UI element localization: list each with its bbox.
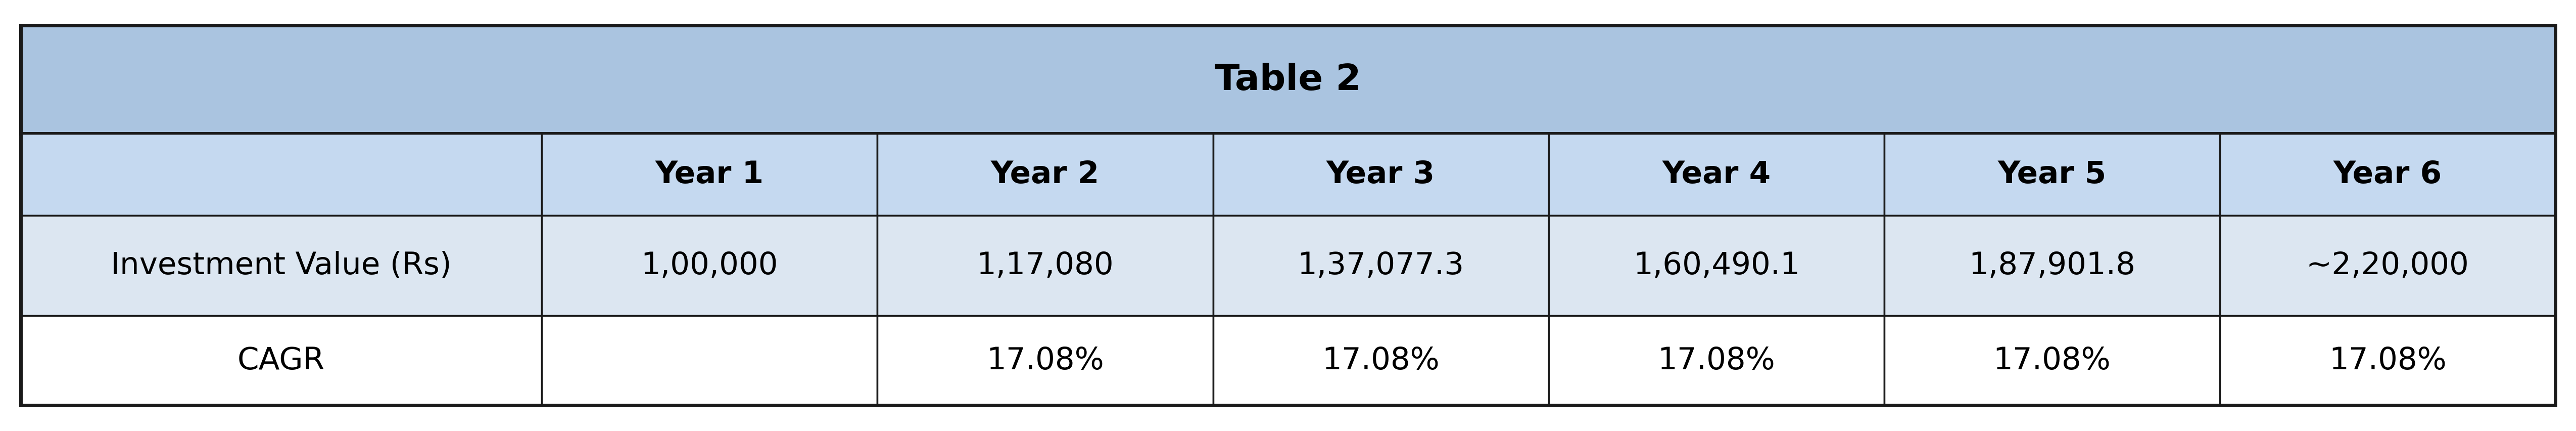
Bar	[1548, 316, 1883, 405]
Text: Year 6: Year 6	[2334, 160, 2442, 190]
Bar	[21, 26, 2555, 405]
Text: 1,00,000: 1,00,000	[641, 251, 778, 281]
Bar	[21, 316, 541, 405]
Text: 1,60,490.1: 1,60,490.1	[1633, 251, 1801, 281]
Text: Table 2: Table 2	[1216, 62, 1360, 97]
Text: Year 5: Year 5	[1996, 160, 2107, 190]
Text: 1,87,901.8: 1,87,901.8	[1968, 251, 2136, 281]
Text: Year 4: Year 4	[1662, 160, 1770, 190]
Bar	[1213, 216, 1548, 316]
Bar	[1883, 134, 2221, 216]
Text: 17.08%: 17.08%	[987, 346, 1105, 375]
Bar	[21, 26, 2555, 134]
Text: Year 1: Year 1	[654, 160, 765, 190]
Bar	[2221, 316, 2555, 405]
Bar	[21, 134, 541, 216]
Bar	[1548, 216, 1883, 316]
Bar	[2221, 216, 2555, 316]
Bar	[1883, 216, 2221, 316]
Bar	[2221, 134, 2555, 216]
Text: 17.08%: 17.08%	[1656, 346, 1775, 375]
Text: Investment Value (Rs): Investment Value (Rs)	[111, 251, 451, 281]
Bar	[1883, 316, 2221, 405]
Bar	[541, 316, 878, 405]
Bar	[878, 134, 1213, 216]
Text: CAGR: CAGR	[237, 346, 325, 375]
Bar	[1548, 134, 1883, 216]
Bar	[1213, 316, 1548, 405]
Text: 17.08%: 17.08%	[1994, 346, 2110, 375]
Text: 17.08%: 17.08%	[2329, 346, 2447, 375]
Text: Year 2: Year 2	[992, 160, 1100, 190]
Text: 17.08%: 17.08%	[1321, 346, 1440, 375]
Text: Year 3: Year 3	[1327, 160, 1435, 190]
Bar	[878, 316, 1213, 405]
Bar	[541, 216, 878, 316]
Text: 1,37,077.3: 1,37,077.3	[1298, 251, 1463, 281]
Bar	[878, 216, 1213, 316]
Text: ~2,20,000: ~2,20,000	[2306, 251, 2470, 281]
Bar	[1213, 134, 1548, 216]
Text: 1,17,080: 1,17,080	[976, 251, 1113, 281]
Bar	[541, 134, 878, 216]
Bar	[21, 216, 541, 316]
